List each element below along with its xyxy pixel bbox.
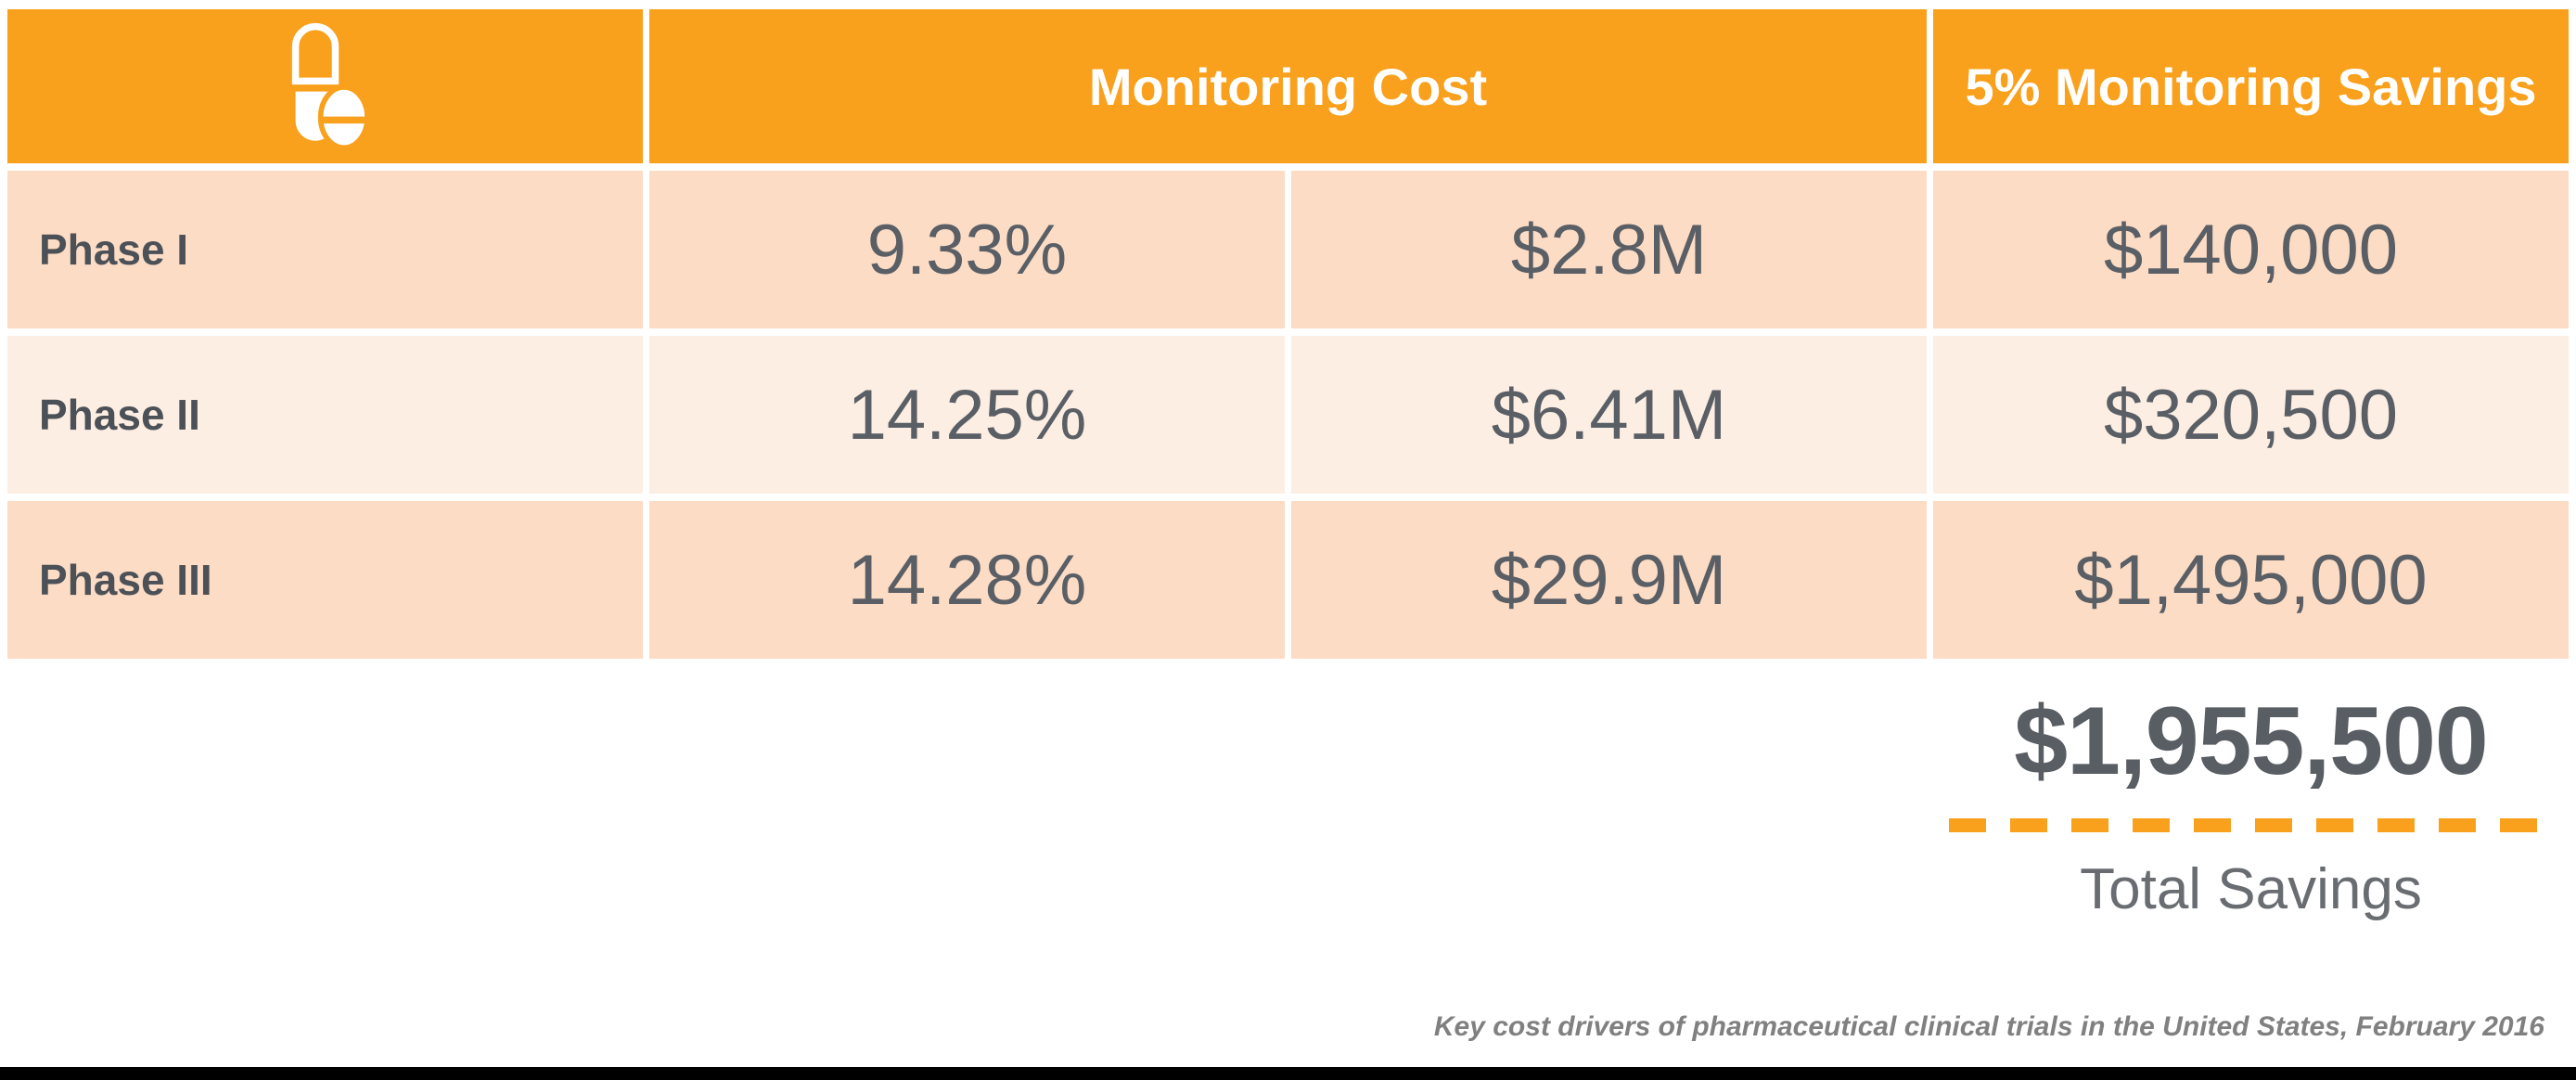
bottom-bar bbox=[0, 1067, 2576, 1080]
header-monitoring-cost: Monitoring Cost bbox=[649, 9, 1927, 163]
phase2-percent: 14.25% bbox=[847, 375, 1087, 455]
header-savings: 5% Monitoring Savings bbox=[1933, 9, 2569, 163]
table-row-phase2-cost: $6.41M bbox=[1291, 336, 1927, 494]
table-row-phase1-percent: 9.33% bbox=[649, 171, 1285, 328]
phase2-label: Phase II bbox=[39, 391, 200, 439]
header-savings-label: 5% Monitoring Savings bbox=[1965, 57, 2537, 116]
phase2-savings: $320,500 bbox=[2104, 375, 2398, 455]
table-row-phase1-label: Phase I bbox=[7, 171, 643, 328]
table-row-phase3-cost: $29.9M bbox=[1291, 501, 1927, 659]
phase3-label: Phase III bbox=[39, 556, 212, 604]
dashed-divider bbox=[1948, 818, 2554, 833]
phase1-percent: 9.33% bbox=[866, 210, 1068, 289]
pill-icon bbox=[292, 22, 370, 150]
table-row-phase2-percent: 14.25% bbox=[649, 336, 1285, 494]
phase3-percent: 14.28% bbox=[847, 540, 1087, 620]
total-savings-label: Total Savings bbox=[2080, 857, 2422, 922]
header-monitoring-cost-label: Monitoring Cost bbox=[1088, 57, 1488, 116]
table-row-phase1-cost: $2.8M bbox=[1291, 171, 1927, 328]
phase1-savings: $140,000 bbox=[2104, 210, 2398, 289]
table-row-phase3-label: Phase III bbox=[7, 501, 643, 659]
phase3-savings: $1,495,000 bbox=[2074, 540, 2428, 620]
table-row-phase2-savings: $320,500 bbox=[1933, 336, 2569, 494]
table-row-phase1-savings: $140,000 bbox=[1933, 171, 2569, 328]
table-row-phase3-percent: 14.28% bbox=[649, 501, 1285, 659]
monitoring-cost-table: Monitoring Cost 5% Monitoring Savings Ph… bbox=[7, 9, 2569, 659]
source-footnote: Key cost drivers of pharmaceutical clini… bbox=[1433, 1011, 2544, 1042]
phase1-label: Phase I bbox=[39, 225, 189, 274]
total-savings-amount: $1,955,500 bbox=[2014, 688, 2489, 795]
phase2-cost: $6.41M bbox=[1491, 375, 1727, 455]
phase3-cost: $29.9M bbox=[1491, 540, 1727, 620]
table-row-phase3-savings: $1,495,000 bbox=[1933, 501, 2569, 659]
table-row-phase2-label: Phase II bbox=[7, 336, 643, 494]
phase1-cost: $2.8M bbox=[1510, 210, 1708, 289]
total-savings-block: $1,955,500 Total Savings bbox=[1933, 688, 2569, 922]
header-icon-cell bbox=[7, 9, 643, 163]
